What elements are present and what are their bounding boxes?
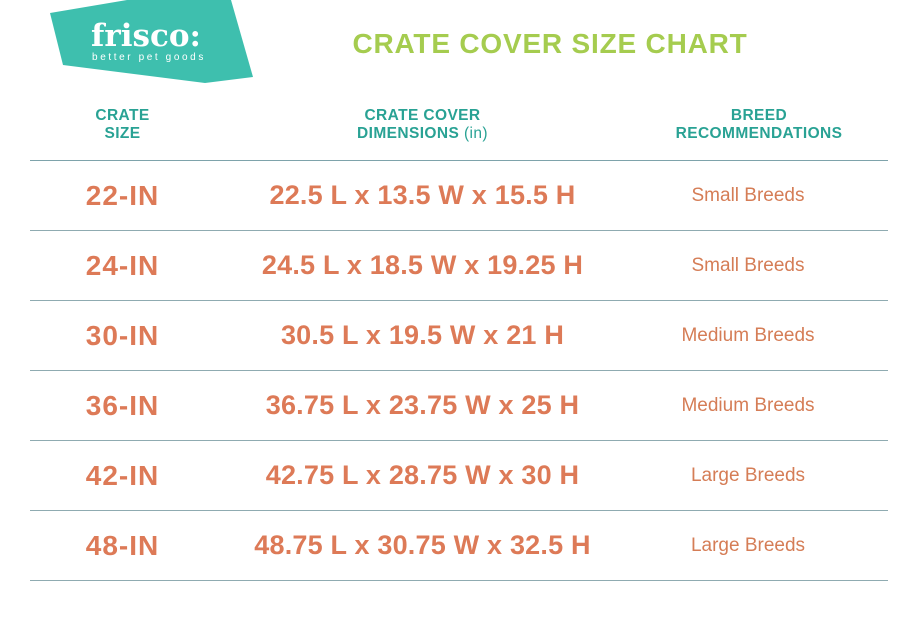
logo-banner-shape [50, 0, 253, 83]
breed-recommendation-value: Medium Breeds [681, 394, 815, 416]
cover-dimensions-value: 24.5 L x 18.5 W x 19.25 H [261, 250, 584, 280]
crate-size-value: 30-IN [85, 319, 160, 351]
crate-size-value: 36-IN [85, 389, 160, 421]
logo-tagline-text: better pet goods [92, 52, 206, 63]
table-row: 30-IN 30.5 L x 19.5 W x 21 H Medium Bree… [30, 301, 888, 371]
table-row: 24-IN 24.5 L x 18.5 W x 19.25 H Small Br… [30, 231, 888, 301]
frisco-logo: frisco: better pet goods [50, 0, 253, 83]
size-chart-table: CRATE SIZE CRATE COVER DIMENSIONS (in) B… [30, 100, 888, 581]
table-row: 36-IN 36.75 L x 23.75 W x 25 H Medium Br… [30, 371, 888, 441]
breed-recommendation-value: Large Breeds [690, 534, 806, 556]
breed-recommendation-value: Large Breeds [690, 464, 806, 486]
crate-size-value: 48-IN [85, 529, 160, 561]
table-row: 48-IN 48.75 L x 30.75 W x 32.5 H Large B… [30, 511, 888, 581]
table-row: 42-IN 42.75 L x 28.75 W x 30 H Large Bre… [30, 441, 888, 511]
header-breed-recommendations: BREED RECOMMENDATIONS [675, 107, 843, 142]
cover-dimensions-value: 22.5 L x 13.5 W x 15.5 H [269, 180, 576, 210]
table-header-row: CRATE SIZE CRATE COVER DIMENSIONS (in) B… [30, 100, 888, 161]
page-title: CRATE COVER SIZE CHART [352, 28, 748, 59]
breed-recommendation-value: Small Breeds [691, 254, 805, 276]
breed-recommendation-value: Small Breeds [691, 184, 805, 206]
cover-dimensions-value: 48.75 L x 30.75 W x 32.5 H [254, 530, 591, 560]
breed-recommendation-value: Medium Breeds [681, 324, 815, 346]
cover-dimensions-value: 42.75 L x 28.75 W x 30 H [265, 460, 580, 490]
crate-size-value: 42-IN [85, 459, 160, 491]
logo-brand-text: frisco: [91, 18, 201, 54]
cover-dimensions-value: 36.75 L x 23.75 W x 25 H [265, 390, 580, 420]
crate-size-value: 24-IN [85, 249, 160, 281]
header-crate-size: CRATE SIZE [95, 107, 150, 142]
table-row: 22-IN 22.5 L x 13.5 W x 15.5 H Small Bre… [30, 161, 888, 231]
cover-dimensions-value: 30.5 L x 19.5 W x 21 H [280, 320, 565, 350]
crate-size-value: 22-IN [85, 179, 160, 211]
header-cover-dimensions: CRATE COVER DIMENSIONS (in) [357, 107, 488, 142]
